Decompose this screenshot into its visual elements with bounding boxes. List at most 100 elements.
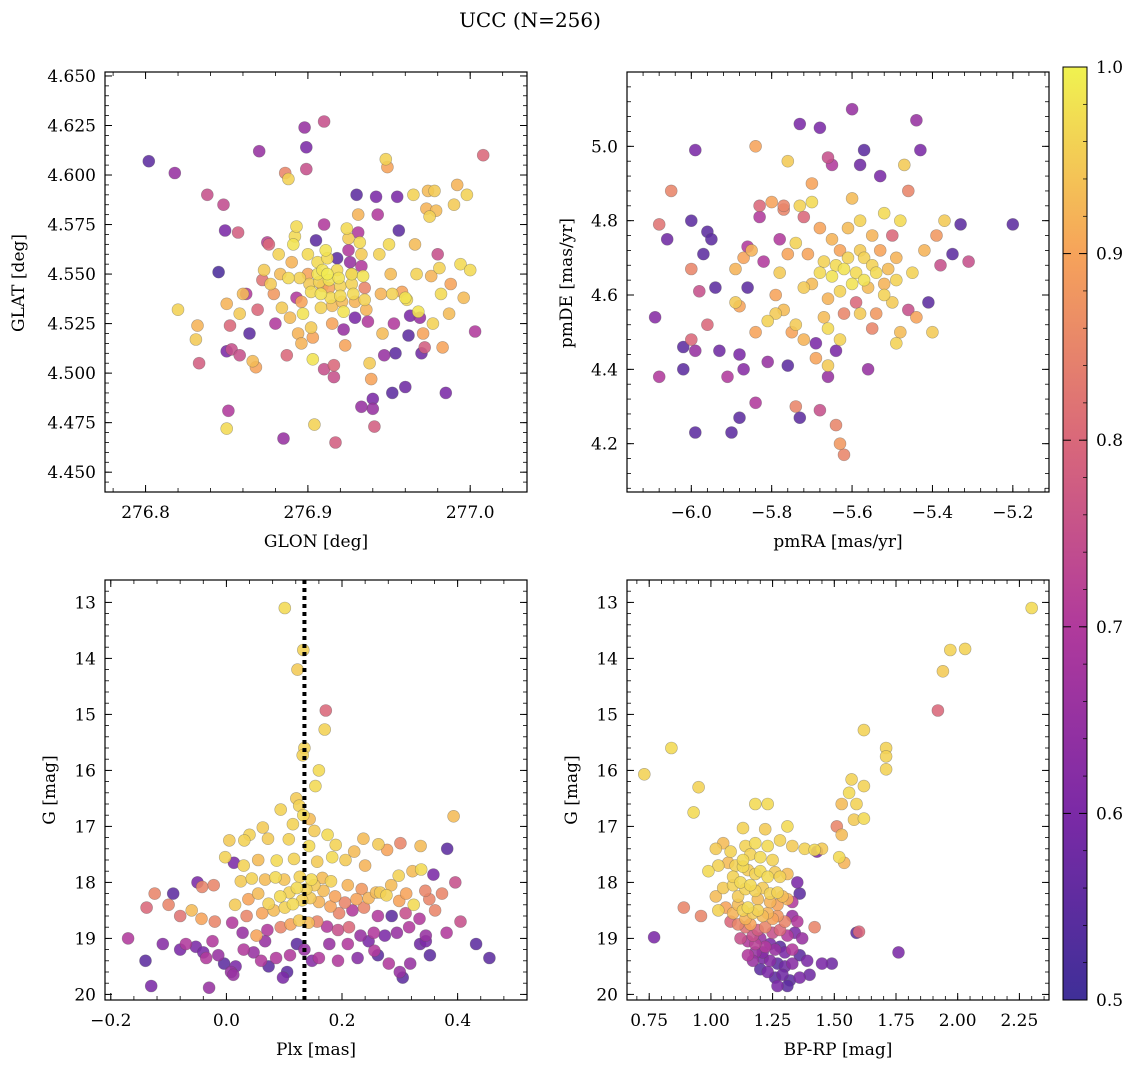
data-point — [355, 248, 368, 261]
data-point — [943, 643, 957, 657]
data-point — [310, 855, 324, 869]
y-tick-label: 19 — [596, 929, 618, 949]
data-point — [340, 222, 354, 235]
data-point — [272, 248, 286, 261]
data-point — [317, 884, 330, 898]
points-layer — [121, 601, 496, 995]
data-point — [444, 277, 458, 291]
x-axis-label: pmRA [mas/yr] — [773, 532, 902, 552]
data-point — [850, 797, 863, 811]
data-point — [357, 832, 370, 846]
data-point — [282, 271, 295, 285]
data-point — [327, 358, 341, 372]
data-point — [845, 102, 859, 116]
data-point — [275, 301, 289, 315]
data-point — [749, 325, 762, 339]
data-point — [382, 238, 396, 251]
data-point — [237, 943, 250, 956]
data-point — [394, 836, 407, 850]
data-point — [761, 314, 775, 328]
data-point — [171, 303, 185, 317]
data-point — [291, 663, 304, 676]
data-point — [426, 317, 440, 330]
data-point — [319, 244, 333, 257]
data-point — [269, 951, 283, 965]
data-point — [309, 779, 322, 793]
x-tick-label: −5.4 — [912, 503, 953, 523]
axes-frame — [626, 579, 1050, 1001]
data-point — [217, 957, 231, 970]
data-point — [286, 817, 300, 831]
data-point — [280, 348, 294, 362]
data-point — [286, 238, 300, 251]
data-point — [797, 210, 811, 224]
data-point — [354, 929, 367, 942]
data-point — [934, 258, 947, 272]
data-point — [350, 892, 363, 906]
data-point — [748, 797, 762, 811]
data-point — [748, 836, 762, 850]
data-point — [849, 266, 863, 280]
data-point — [468, 325, 482, 338]
data-point — [447, 809, 460, 823]
data-point — [321, 267, 334, 281]
y-axis-label: GLAT [deg] — [9, 234, 29, 332]
y-tick-label: 16 — [596, 761, 618, 781]
y-tick-label: 15 — [74, 705, 96, 725]
data-point — [341, 937, 355, 951]
data-point — [797, 333, 811, 346]
data-point — [292, 914, 306, 927]
data-point — [427, 868, 440, 881]
data-point — [317, 115, 331, 128]
data-point — [688, 143, 702, 157]
data-point — [218, 850, 232, 864]
data-point — [287, 852, 301, 866]
data-point — [398, 380, 412, 394]
data-point — [771, 886, 784, 899]
data-point — [936, 664, 950, 678]
data-point — [208, 915, 222, 928]
data-point — [356, 269, 370, 283]
data-point — [808, 920, 821, 934]
data-point — [353, 236, 367, 249]
data-point — [709, 890, 723, 903]
data-point — [733, 348, 746, 361]
data-point — [295, 337, 308, 350]
y-tick-label: 16 — [74, 761, 96, 781]
data-point — [793, 411, 807, 425]
data-point — [403, 957, 417, 970]
data-point — [428, 904, 442, 917]
data-point — [372, 248, 386, 261]
y-tick-label: 14 — [74, 649, 96, 669]
data-point — [331, 923, 345, 937]
data-point — [729, 262, 742, 276]
data-point — [677, 901, 691, 914]
y-tick-label: 4.600 — [47, 166, 96, 186]
data-point — [255, 906, 269, 920]
x-tick-label: −5.2 — [992, 503, 1033, 523]
y-tick-label: 5.0 — [591, 137, 618, 157]
data-point — [877, 206, 891, 220]
data-point — [320, 920, 334, 933]
data-point — [749, 396, 762, 410]
data-point — [815, 957, 829, 970]
data-point — [418, 341, 432, 354]
data-point — [761, 797, 775, 811]
data-point — [805, 195, 819, 209]
data-point — [256, 821, 270, 834]
data-point — [692, 284, 706, 298]
data-point — [435, 887, 449, 900]
data-point — [736, 853, 750, 867]
data-point — [148, 887, 161, 900]
data-point — [809, 336, 823, 350]
data-point — [269, 871, 282, 884]
data-point — [442, 307, 456, 321]
data-point — [380, 888, 393, 902]
x-tick-label: −0.2 — [90, 1011, 131, 1031]
data-point — [676, 362, 690, 376]
data-point — [725, 426, 738, 439]
data-point — [144, 979, 158, 993]
data-point — [350, 188, 363, 202]
data-point — [773, 266, 787, 280]
data-point — [758, 822, 772, 836]
